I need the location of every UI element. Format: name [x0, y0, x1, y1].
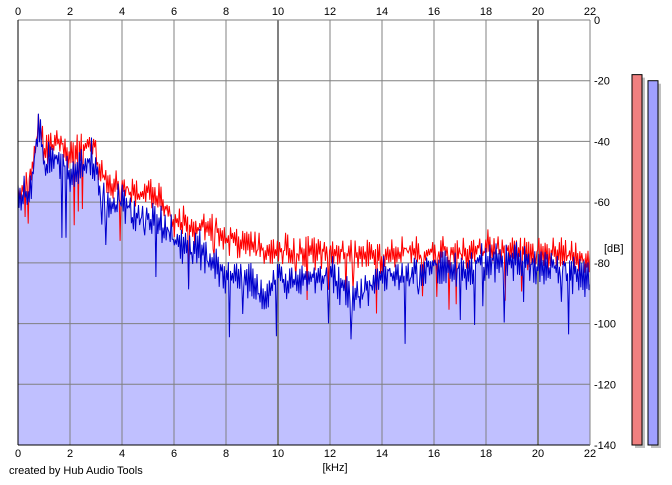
x-tick-top-0: 0	[15, 6, 21, 18]
level-meters	[631, 74, 661, 449]
level-meter-right	[647, 80, 659, 446]
credit-text: created by Hub Audio Tools	[9, 465, 143, 477]
x-tick-bottom-12: 12	[324, 448, 336, 460]
axes	[17, 20, 591, 446]
y-tick-120: -120	[594, 379, 616, 391]
tick-labels: 002244668810101212141416161818202022220-…	[15, 6, 616, 460]
y-tick-20: -20	[594, 76, 610, 88]
y-tick-40: -40	[594, 136, 610, 148]
x-tick-top-22: 22	[584, 6, 596, 18]
y-tick-60: -60	[594, 197, 610, 209]
x-tick-bottom-20: 20	[532, 448, 544, 460]
x-tick-top-6: 6	[171, 6, 177, 18]
x-tick-top-10: 10	[272, 6, 284, 18]
x-tick-bottom-0: 0	[15, 448, 21, 460]
x-tick-bottom-8: 8	[223, 448, 229, 460]
x-tick-top-16: 16	[428, 6, 440, 18]
x-axis-label: [kHz]	[322, 462, 347, 474]
x-tick-bottom-22: 22	[584, 448, 596, 460]
level-meter-left	[631, 74, 643, 446]
x-tick-bottom-16: 16	[428, 448, 440, 460]
x-tick-bottom-18: 18	[480, 448, 492, 460]
y-tick-100: -100	[594, 319, 616, 331]
x-tick-top-14: 14	[376, 6, 388, 18]
y-axis-label: [dB]	[604, 243, 624, 255]
x-tick-top-12: 12	[324, 6, 336, 18]
y-tick-0: 0	[594, 15, 600, 27]
y-tick-140: -140	[594, 440, 616, 452]
x-tick-top-20: 20	[532, 6, 544, 18]
blue-series-line	[17, 113, 591, 344]
x-tick-top-18: 18	[480, 6, 492, 18]
x-tick-top-2: 2	[67, 6, 73, 18]
y-tick-80: -80	[594, 258, 610, 270]
x-tick-bottom-10: 10	[272, 448, 284, 460]
series-lines	[17, 113, 591, 344]
red-series-line	[17, 113, 591, 314]
x-tick-top-4: 4	[119, 6, 125, 18]
x-tick-top-8: 8	[223, 6, 229, 18]
x-tick-bottom-14: 14	[376, 448, 388, 460]
x-tick-bottom-6: 6	[171, 448, 177, 460]
x-tick-bottom-2: 2	[67, 448, 73, 460]
x-tick-bottom-4: 4	[119, 448, 125, 460]
